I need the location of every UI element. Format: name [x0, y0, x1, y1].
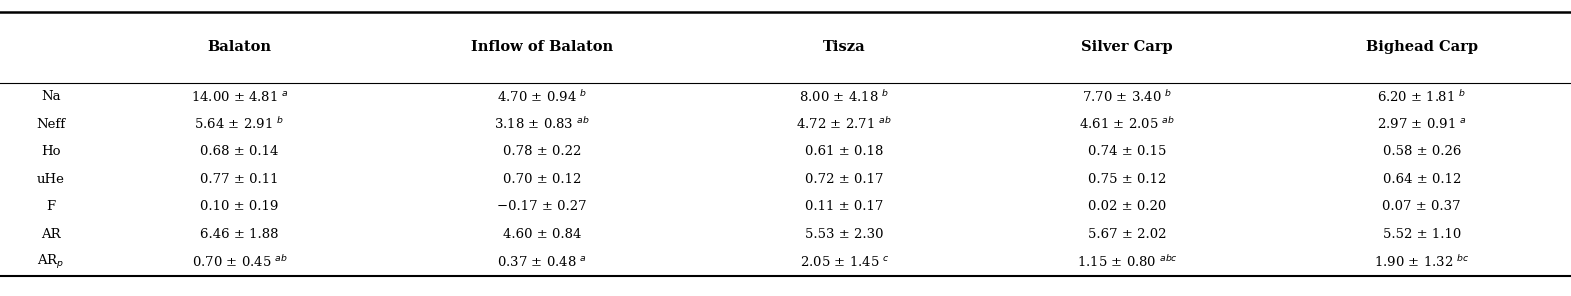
- Text: 0.64 ± 0.12: 0.64 ± 0.12: [1382, 173, 1461, 186]
- Text: 0.72 ± 0.17: 0.72 ± 0.17: [806, 173, 883, 186]
- Text: 0.37 ± 0.48 $^{a}$: 0.37 ± 0.48 $^{a}$: [496, 255, 588, 269]
- Text: AR$_{p}$: AR$_{p}$: [38, 253, 64, 271]
- Text: 5.53 ± 2.30: 5.53 ± 2.30: [806, 228, 883, 241]
- Text: Neff: Neff: [36, 118, 66, 131]
- Text: 0.10 ± 0.19: 0.10 ± 0.19: [201, 200, 278, 213]
- Text: 3.18 ± 0.83 $^{ab}$: 3.18 ± 0.83 $^{ab}$: [495, 116, 589, 132]
- Text: 0.02 ± 0.20: 0.02 ± 0.20: [1089, 200, 1166, 213]
- Text: 0.75 ± 0.12: 0.75 ± 0.12: [1089, 173, 1166, 186]
- Text: 8.00 ± 4.18 $^{b}$: 8.00 ± 4.18 $^{b}$: [800, 89, 889, 104]
- Text: 0.68 ± 0.14: 0.68 ± 0.14: [201, 145, 278, 158]
- Text: Na: Na: [41, 90, 61, 103]
- Text: Bighead Carp: Bighead Carp: [1365, 40, 1478, 54]
- Text: 2.97 ± 0.91 $^{a}$: 2.97 ± 0.91 $^{a}$: [1376, 117, 1467, 131]
- Text: 4.72 ± 2.71 $^{ab}$: 4.72 ± 2.71 $^{ab}$: [796, 116, 892, 132]
- Text: 5.67 ± 2.02: 5.67 ± 2.02: [1089, 228, 1166, 241]
- Text: 0.61 ± 0.18: 0.61 ± 0.18: [806, 145, 883, 158]
- Text: 5.64 ± 2.91 $^{b}$: 5.64 ± 2.91 $^{b}$: [195, 116, 284, 132]
- Text: 6.20 ± 1.81 $^{b}$: 6.20 ± 1.81 $^{b}$: [1378, 89, 1466, 104]
- Text: 0.70 ± 0.12: 0.70 ± 0.12: [503, 173, 581, 186]
- Text: 0.58 ± 0.26: 0.58 ± 0.26: [1382, 145, 1461, 158]
- Text: uHe: uHe: [38, 173, 64, 186]
- Text: F: F: [47, 200, 55, 213]
- Text: 0.07 ± 0.37: 0.07 ± 0.37: [1382, 200, 1461, 213]
- Text: 6.46 ± 1.88: 6.46 ± 1.88: [201, 228, 278, 241]
- Text: 1.15 ± 0.80 $^{abc}$: 1.15 ± 0.80 $^{abc}$: [1076, 254, 1178, 270]
- Text: −0.17 ± 0.27: −0.17 ± 0.27: [496, 200, 588, 213]
- Text: 14.00 ± 4.81 $^{a}$: 14.00 ± 4.81 $^{a}$: [190, 90, 289, 104]
- Text: Silver Carp: Silver Carp: [1081, 40, 1174, 54]
- Text: 5.52 ± 1.10: 5.52 ± 1.10: [1382, 228, 1461, 241]
- Text: 4.60 ± 0.84: 4.60 ± 0.84: [503, 228, 581, 241]
- Text: 0.78 ± 0.22: 0.78 ± 0.22: [503, 145, 581, 158]
- Text: 7.70 ± 3.40 $^{b}$: 7.70 ± 3.40 $^{b}$: [1082, 89, 1172, 104]
- Text: 1.90 ± 1.32 $^{bc}$: 1.90 ± 1.32 $^{bc}$: [1375, 254, 1469, 270]
- Text: 0.70 ± 0.45 $^{ab}$: 0.70 ± 0.45 $^{ab}$: [192, 254, 287, 270]
- Text: 0.77 ± 0.11: 0.77 ± 0.11: [201, 173, 278, 186]
- Text: 0.74 ± 0.15: 0.74 ± 0.15: [1089, 145, 1166, 158]
- Text: 0.11 ± 0.17: 0.11 ± 0.17: [806, 200, 883, 213]
- Text: AR: AR: [41, 228, 61, 241]
- Text: Inflow of Balaton: Inflow of Balaton: [471, 40, 613, 54]
- Text: Ho: Ho: [41, 145, 61, 158]
- Text: 4.61 ± 2.05 $^{ab}$: 4.61 ± 2.05 $^{ab}$: [1079, 116, 1175, 132]
- Text: Tisza: Tisza: [823, 40, 866, 54]
- Text: 2.05 ± 1.45 $^{c}$: 2.05 ± 1.45 $^{c}$: [800, 255, 889, 269]
- Text: Balaton: Balaton: [207, 40, 272, 54]
- Text: 4.70 ± 0.94 $^{b}$: 4.70 ± 0.94 $^{b}$: [496, 89, 588, 104]
